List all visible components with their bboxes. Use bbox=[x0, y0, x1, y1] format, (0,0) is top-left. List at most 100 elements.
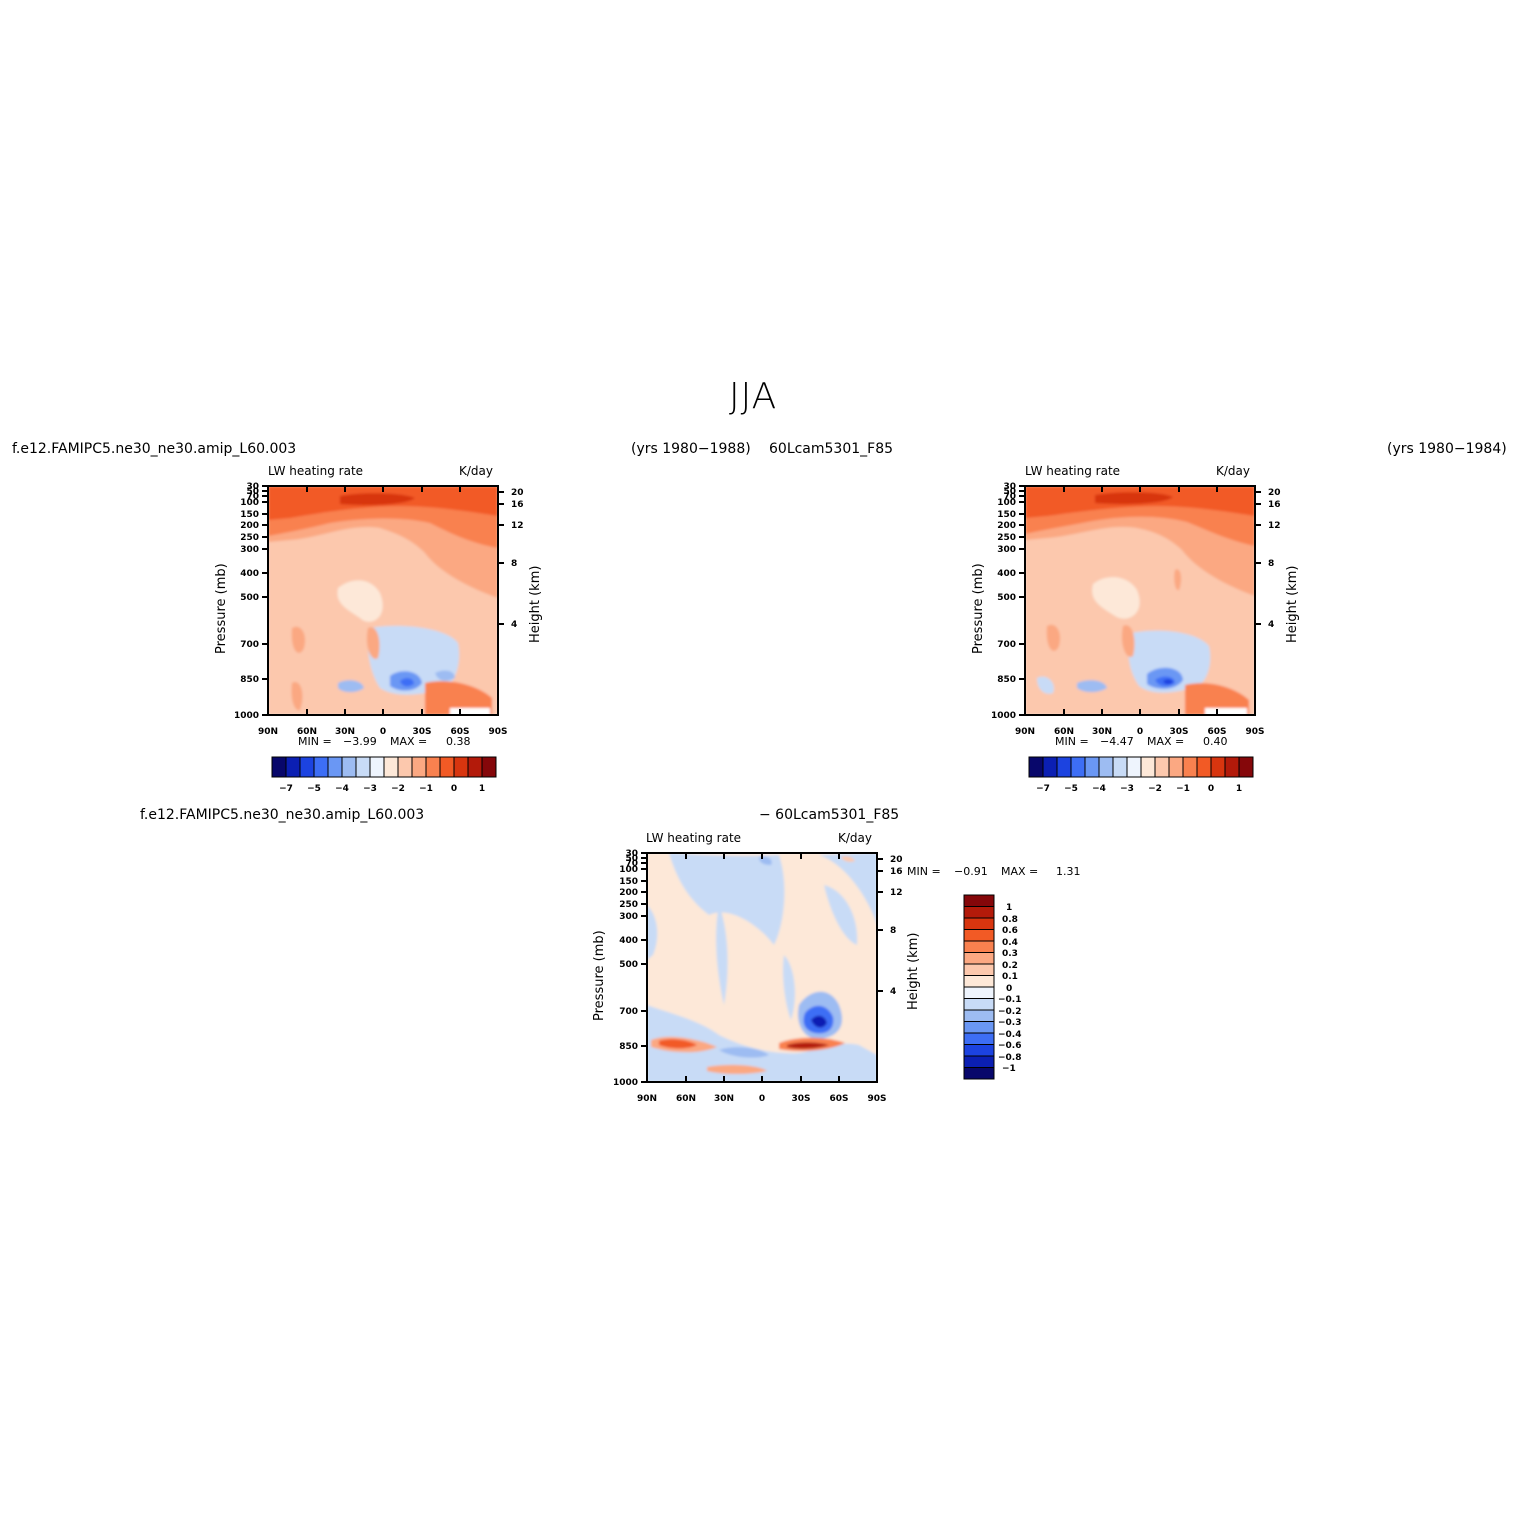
colorbar-swatch bbox=[1224, 756, 1240, 778]
panel1-ytick: 400 bbox=[240, 569, 259, 579]
panel3-min-label: MIN = bbox=[907, 865, 941, 878]
panel1-title: LW heating rate bbox=[268, 464, 364, 478]
panel3-colorbar-labels: 1 0.8 0.6 0.4 0.3 0.2 0.1 0 −0.1 −0.2 −0… bbox=[998, 903, 1021, 1074]
colorbar-swatch bbox=[1112, 756, 1128, 778]
panel1-ylabel: Pressure (mb) bbox=[214, 563, 229, 654]
colorbar-swatch bbox=[963, 1067, 995, 1080]
panel2-level-label: −5 bbox=[1064, 784, 1078, 794]
panel2-level-label: −1 bbox=[1176, 784, 1190, 794]
colorbar-swatch bbox=[425, 756, 441, 778]
panel1-min-value: −3.99 bbox=[343, 735, 377, 748]
panel2-ytick: 200 bbox=[997, 521, 1016, 531]
control-years-label: (yrs 1980−1984) bbox=[1387, 441, 1507, 457]
panel2-plot: 30 50 70 100 150 200 250 300 400 500 700… bbox=[991, 482, 1281, 737]
colorbar-swatch bbox=[341, 756, 357, 778]
colorbar-swatch bbox=[327, 756, 343, 778]
colorbar-swatch bbox=[271, 756, 287, 778]
panel2-title: LW heating rate bbox=[1025, 464, 1121, 478]
panel1-level-label: −4 bbox=[335, 784, 349, 794]
panel3-level-label: −0.6 bbox=[998, 1041, 1021, 1051]
panel3-field bbox=[647, 853, 877, 1082]
panel2-ytick: 30 bbox=[1003, 482, 1016, 492]
panel1-max-label: MAX = bbox=[390, 735, 428, 748]
case-name-label: f.e12.FAMIPC5.ne30_ne30.amip_L60.003 bbox=[12, 441, 297, 457]
panel3-ytick: 300 bbox=[619, 912, 638, 922]
panel1-ytick-right: 4 bbox=[511, 620, 517, 630]
panel1-ytick: 150 bbox=[240, 510, 259, 520]
colorbar-swatch bbox=[411, 756, 427, 778]
diff-case-label: f.e12.FAMIPC5.ne30_ne30.amip_L60.003 bbox=[140, 807, 425, 823]
panel2-ytick: 70 bbox=[1003, 492, 1016, 502]
colorbar-swatch bbox=[355, 756, 371, 778]
panel2-ylabel: Pressure (mb) bbox=[971, 563, 986, 654]
panel1-ytick: 30 bbox=[246, 482, 259, 492]
panel3-level-label: 0.3 bbox=[1002, 949, 1018, 959]
panel3-ytick: 250 bbox=[619, 900, 638, 910]
panel3-xtick: 90N bbox=[637, 1094, 657, 1104]
colorbar-swatch bbox=[1182, 756, 1198, 778]
colorbar-swatch bbox=[963, 986, 995, 999]
panel3-ytick: 200 bbox=[619, 888, 638, 898]
colorbar-swatch bbox=[1154, 756, 1170, 778]
panel3-yaxis-right-ticks: 20 16 12 8 4 bbox=[877, 855, 903, 997]
panel3-ytick: 500 bbox=[619, 960, 638, 970]
panel1-xtick: 90N bbox=[258, 727, 278, 737]
colorbar-swatch bbox=[963, 940, 995, 953]
panel1-xtick: 90S bbox=[488, 727, 507, 737]
panel3-ytick-right: 8 bbox=[890, 926, 896, 936]
panel1-plot: 30 50 70 100 150 200 250 300 400 500 700… bbox=[234, 482, 524, 737]
panel1-ytick-right: 12 bbox=[511, 521, 524, 531]
panel1-xtick: 30N bbox=[335, 727, 355, 737]
colorbar-swatch bbox=[1196, 756, 1212, 778]
panel1-level-label: −3 bbox=[363, 784, 377, 794]
colorbar-swatch bbox=[369, 756, 385, 778]
panel2-min-label: MIN = bbox=[1055, 735, 1089, 748]
panel1-colorbar-labels: −7 −5 −4 −3 −2 −1 0 1 bbox=[279, 784, 485, 794]
control-name-label: 60Lcam5301_F85 bbox=[769, 441, 894, 457]
panel1-xtick: 30S bbox=[412, 727, 431, 737]
colorbar-swatch bbox=[1098, 756, 1114, 778]
panel3-level-label: 0.2 bbox=[1002, 961, 1018, 971]
colorbar-swatch bbox=[963, 952, 995, 965]
colorbar-swatch bbox=[285, 756, 301, 778]
panel1-ytick: 100 bbox=[240, 498, 259, 508]
panel2-ytick: 300 bbox=[997, 545, 1016, 555]
colorbar-swatch bbox=[299, 756, 315, 778]
panel2-ytick: 50 bbox=[1003, 487, 1016, 497]
panel3-ytick: 400 bbox=[619, 936, 638, 946]
panel2-ytick: 1000 bbox=[991, 711, 1016, 721]
panel1-level-label: 1 bbox=[479, 784, 485, 794]
panel2-ytick: 250 bbox=[997, 533, 1016, 543]
panel3-yaxis-ticks: 30 50 70 100 150 200 250 300 400 500 700… bbox=[613, 849, 647, 1088]
case-years-label: (yrs 1980−1988) bbox=[631, 441, 751, 457]
panel1-min-label: MIN = bbox=[298, 735, 332, 748]
panel2-xtick: 60S bbox=[1207, 727, 1226, 737]
colorbar-swatch bbox=[963, 963, 995, 976]
panel3-ylabel: Pressure (mb) bbox=[592, 930, 607, 1021]
panel2-ytick: 400 bbox=[997, 569, 1016, 579]
panel3-xtick: 60S bbox=[829, 1094, 848, 1104]
figure-title: JJA bbox=[729, 376, 778, 417]
panel1-max-value: 0.38 bbox=[446, 735, 471, 748]
panel1-ytick-right: 8 bbox=[511, 559, 517, 569]
panel1-level-label: −2 bbox=[391, 784, 405, 794]
panel3-level-label: −1 bbox=[1002, 1064, 1016, 1074]
panel2-xtick: 0 bbox=[1137, 727, 1143, 737]
panel3-max-value: 1.31 bbox=[1056, 865, 1081, 878]
panel1-level-label: −7 bbox=[279, 784, 293, 794]
colorbar-swatch bbox=[313, 756, 329, 778]
colorbar-swatch bbox=[1140, 756, 1156, 778]
panel1-colorbar: −7 −5 −4 −3 −2 −1 0 1 bbox=[271, 756, 497, 794]
panel1-ytick: 50 bbox=[246, 487, 259, 497]
panel2-level-label: 1 bbox=[1236, 784, 1242, 794]
colorbar-swatch bbox=[963, 1044, 995, 1057]
panel2-level-label: −7 bbox=[1036, 784, 1050, 794]
panel1-xtick: 0 bbox=[380, 727, 386, 737]
colorbar-swatch bbox=[439, 756, 455, 778]
panel1-ytick: 70 bbox=[246, 492, 259, 502]
panel2-ytick-right: 16 bbox=[1268, 500, 1281, 510]
panel3-ytick: 150 bbox=[619, 877, 638, 887]
panel3-level-label: −0.2 bbox=[998, 1007, 1021, 1017]
panel2-level-label: −3 bbox=[1120, 784, 1134, 794]
panel2-ytick-right: 12 bbox=[1268, 521, 1281, 531]
